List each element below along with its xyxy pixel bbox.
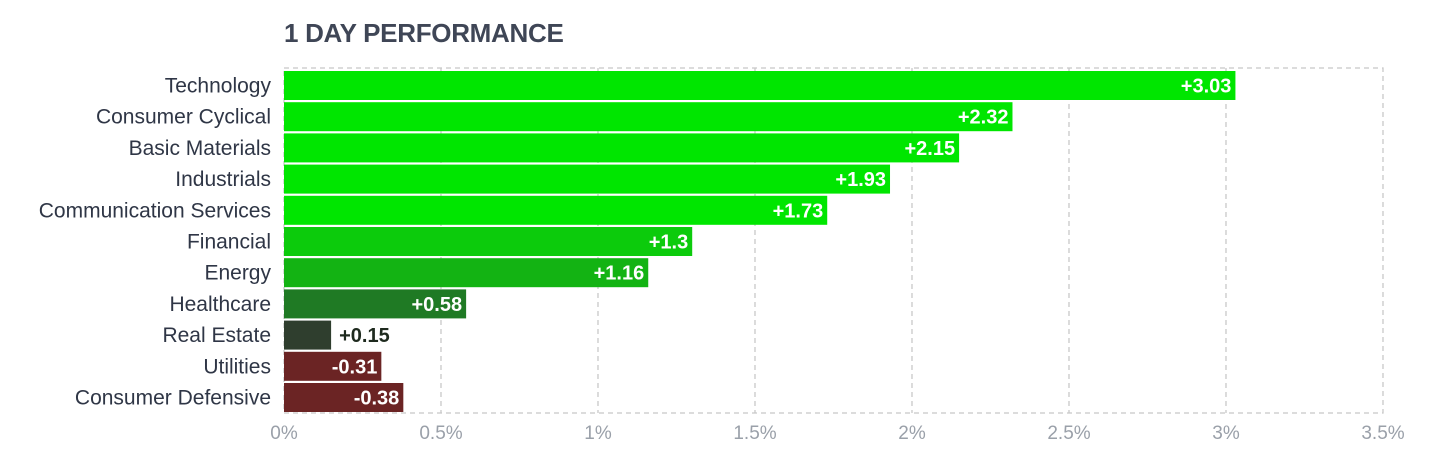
x-axis-ticks: 0% 0.5% 1% 1.5% 2% 2.5% 3% 3.5% [270,423,1404,444]
x-tick-label: 1.5% [733,423,776,444]
category-label: Basic Materials [129,137,271,160]
x-tick-label: 1% [584,423,612,444]
category-label: Consumer Cyclical [96,106,271,129]
value-label: -0.38 [354,388,400,410]
bar [284,383,404,412]
bar [284,102,1013,132]
value-label: +1.93 [835,169,886,191]
bar [284,133,960,163]
category-label: Communication Services [39,199,271,222]
x-tick-label: 3.5% [1361,423,1404,444]
bar [284,258,649,288]
x-tick-label: 3% [1212,423,1240,444]
category-label: Energy [204,262,271,285]
category-label: Healthcare [169,293,271,316]
category-label: Industrials [175,168,271,191]
category-label: Technology [165,75,272,98]
x-tick-label: 2.5% [1047,423,1090,444]
value-label: +3.03 [1181,76,1232,98]
value-label: +2.32 [958,107,1009,129]
bar [284,289,467,319]
value-label: +1.3 [649,232,688,254]
x-tick-label: 0% [270,423,298,444]
bar [284,71,1236,100]
bar [284,320,332,350]
chart-title: 1 DAY PERFORMANCE [284,18,564,48]
bar [284,351,382,381]
bar [284,164,891,194]
value-label: -0.31 [332,356,378,378]
value-label: +1.73 [773,200,824,222]
value-label: +2.15 [904,138,955,160]
x-tick-label: 0.5% [419,423,462,444]
value-label: +0.58 [412,294,463,316]
bar [284,195,828,225]
category-label: Utilities [203,355,271,378]
x-tick-label: 2% [898,423,926,444]
bars-layer: +3.03 +2.32+2.15 +1.93 +1.73 +1.3+1.16 +0.58 +… [284,71,1236,412]
plot-frame [283,67,1384,414]
category-label: Financial [187,231,271,254]
category-label: Real Estate [162,324,271,347]
value-label: +0.15 [339,325,390,347]
bar [284,227,693,256]
category-labels: Technology Consumer Cyclical Basic Materia… [39,75,272,410]
category-label: Consumer Defensive [75,387,271,410]
value-label: +1.16 [594,263,645,285]
